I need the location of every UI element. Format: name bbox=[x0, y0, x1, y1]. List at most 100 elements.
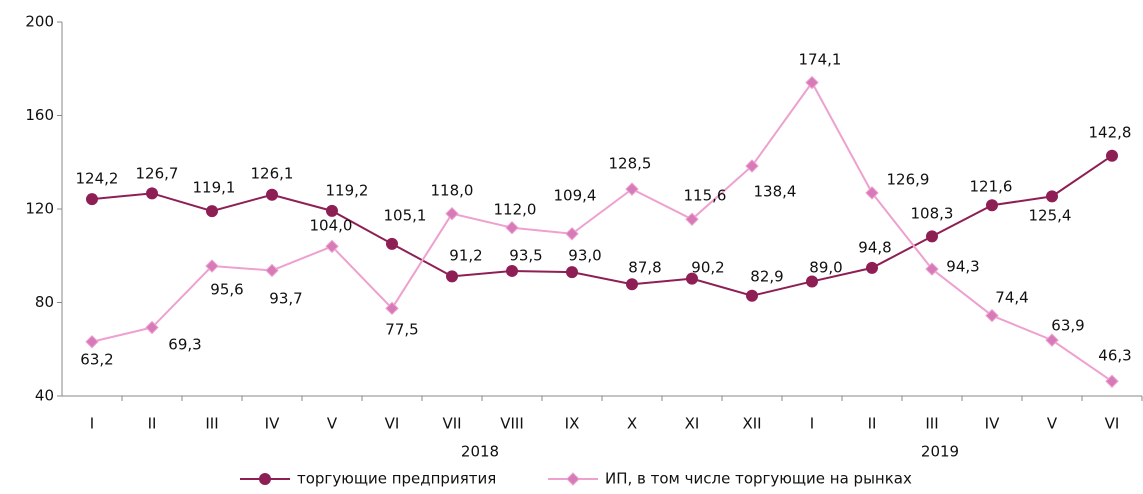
data-label: 93,7 bbox=[269, 290, 302, 308]
y-tick-label: 120 bbox=[25, 200, 54, 218]
data-label: 126,7 bbox=[136, 165, 179, 183]
legend-marker bbox=[259, 473, 271, 485]
x-tick-label: VI bbox=[385, 415, 400, 433]
data-point bbox=[506, 264, 518, 277]
series-line bbox=[91, 154, 1113, 297]
data-point bbox=[745, 159, 759, 173]
data-point bbox=[806, 275, 818, 288]
data-point bbox=[865, 186, 879, 200]
data-point bbox=[866, 261, 878, 274]
data-point bbox=[566, 266, 578, 279]
data-point bbox=[386, 237, 398, 250]
data-label: 138,4 bbox=[754, 183, 797, 201]
data-point bbox=[326, 204, 338, 217]
data-point bbox=[505, 220, 519, 235]
x-tick-label: XI bbox=[685, 415, 700, 433]
data-point bbox=[1045, 333, 1059, 347]
data-label: 46,3 bbox=[1098, 347, 1131, 365]
data-label: 95,6 bbox=[210, 281, 243, 299]
data-label: 87,8 bbox=[628, 259, 661, 277]
data-label: 121,6 bbox=[970, 178, 1013, 196]
data-point bbox=[325, 239, 339, 254]
data-point bbox=[206, 205, 218, 218]
data-point bbox=[925, 262, 939, 276]
x-tick-label: I bbox=[90, 415, 94, 433]
data-label: 90,2 bbox=[691, 259, 724, 277]
data-point bbox=[805, 75, 819, 90]
data-point bbox=[986, 199, 998, 212]
y-tick-label: 80 bbox=[35, 293, 54, 311]
x-tick-label: IV bbox=[265, 415, 280, 433]
data-point bbox=[86, 193, 98, 206]
data-label: 77,5 bbox=[385, 321, 418, 339]
data-label: 93,0 bbox=[568, 247, 601, 265]
data-point bbox=[1105, 374, 1119, 388]
data-label: 94,3 bbox=[946, 258, 979, 276]
x-tick-label: VII bbox=[442, 415, 461, 433]
data-point bbox=[625, 182, 639, 196]
data-point bbox=[266, 188, 278, 201]
data-point bbox=[1106, 149, 1118, 162]
x-tick-label: IV bbox=[985, 415, 1000, 433]
data-point bbox=[145, 320, 159, 335]
data-label: 112,0 bbox=[494, 201, 537, 219]
data-label: 119,2 bbox=[326, 182, 369, 200]
x-tick-label: V bbox=[1047, 415, 1058, 433]
x-tick-label: IX bbox=[565, 415, 580, 433]
x-tick-label: XII bbox=[742, 415, 761, 433]
y-tick-label: 40 bbox=[35, 387, 54, 405]
data-label: 128,5 bbox=[609, 155, 652, 173]
x-tick-label: III bbox=[205, 415, 218, 433]
data-point bbox=[926, 230, 938, 243]
data-label: 115,6 bbox=[684, 187, 727, 205]
data-label: 91,2 bbox=[449, 247, 482, 265]
legend-marker bbox=[566, 472, 580, 486]
data-label: 109,4 bbox=[554, 187, 597, 205]
x-tick-label: V bbox=[327, 415, 338, 433]
data-point bbox=[685, 212, 699, 226]
data-label: 82,9 bbox=[750, 268, 783, 286]
year-label: 2019 bbox=[921, 443, 959, 461]
data-point bbox=[265, 263, 279, 278]
data-point bbox=[385, 301, 399, 316]
data-label: 63,2 bbox=[80, 351, 113, 369]
data-label: 94,8 bbox=[858, 239, 891, 257]
data-label: 124,2 bbox=[76, 170, 119, 188]
data-label: 93,5 bbox=[509, 247, 542, 265]
data-point bbox=[1046, 190, 1058, 203]
data-label: 104,0 bbox=[310, 217, 353, 235]
year-label: 2018 bbox=[461, 443, 499, 461]
data-label: 105,1 bbox=[384, 207, 427, 225]
x-tick-label: III bbox=[925, 415, 938, 433]
data-point bbox=[445, 206, 459, 221]
data-label: 142,8 bbox=[1089, 124, 1132, 142]
data-label: 89,0 bbox=[809, 259, 842, 277]
data-point bbox=[746, 289, 758, 302]
data-point bbox=[985, 308, 999, 323]
x-tick-label: II bbox=[148, 415, 157, 433]
data-label: 74,4 bbox=[995, 289, 1028, 307]
data-label: 126,9 bbox=[887, 171, 930, 189]
x-tick-label: II bbox=[868, 415, 877, 433]
series-line bbox=[91, 80, 1113, 383]
data-label: 119,1 bbox=[193, 179, 236, 197]
data-label: 125,4 bbox=[1029, 207, 1072, 225]
legend-label: ИП, в том числе торгующие на рынках bbox=[605, 470, 912, 488]
data-label: 118,0 bbox=[431, 182, 474, 200]
y-tick-label: 160 bbox=[25, 106, 54, 124]
data-point bbox=[686, 272, 698, 285]
data-point bbox=[626, 278, 638, 291]
data-point bbox=[205, 259, 219, 273]
data-label: 174,1 bbox=[799, 51, 842, 69]
x-tick-label: VIII bbox=[500, 415, 524, 433]
data-point bbox=[85, 335, 99, 349]
data-label: 63,9 bbox=[1051, 317, 1084, 335]
x-tick-label: X bbox=[627, 415, 637, 433]
data-point bbox=[565, 227, 579, 241]
y-tick-label: 200 bbox=[25, 13, 54, 31]
data-point bbox=[446, 270, 458, 283]
legend-label: торгующие предприятия bbox=[297, 470, 496, 488]
x-tick-label: I bbox=[810, 415, 814, 433]
data-label: 69,3 bbox=[168, 336, 201, 354]
